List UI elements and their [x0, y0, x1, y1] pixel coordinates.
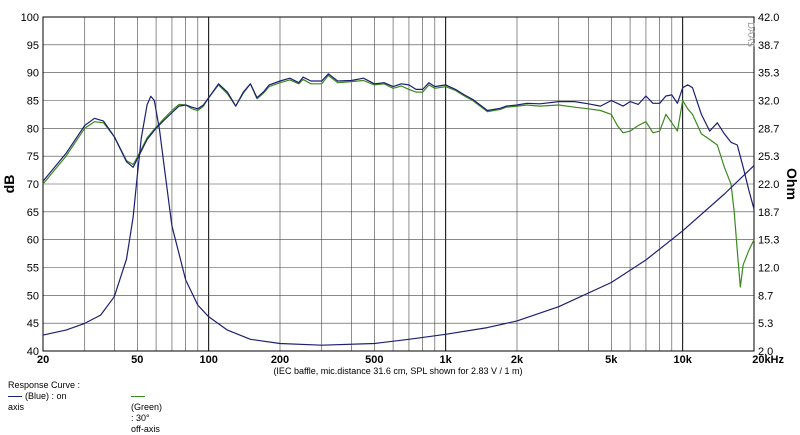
y2-axis-title: Ohm [784, 168, 800, 200]
x-tick-label: 5k [605, 354, 618, 366]
x-tick-label: 200 [271, 354, 289, 366]
series-line-off-axis [42, 74, 755, 288]
legend-item-off-axis: (Green) : 30° off-axis [131, 391, 162, 435]
x-tick-label: 1k [440, 354, 453, 366]
legend-label-on-axis: (Blue) : on axis [8, 391, 67, 412]
measurement-note: (IEC baffle, mic.distance 31.6 cm, SPL s… [273, 366, 522, 376]
y2-tick-label: 38.7 [758, 40, 779, 52]
y-tick-label: 95 [27, 40, 39, 52]
y-tick-label: 80 [27, 123, 39, 135]
y-tick-label: 55 [27, 263, 39, 275]
x-tick-label: 10k [673, 354, 692, 366]
y-tick-label: 50 [27, 290, 39, 302]
x-tick-label: 500 [365, 354, 383, 366]
y-tick-label: 90 [27, 68, 39, 80]
y2-tick-label: 35.3 [758, 68, 779, 80]
watermark-text: DAAS [745, 22, 755, 47]
y2-tick-label: 28.7 [758, 123, 779, 135]
y-tick-label: 45 [27, 318, 39, 330]
y2-tick-label: 8.7 [758, 290, 773, 302]
legend-swatch-green [131, 396, 145, 398]
x-tick-label: 20 [37, 354, 49, 366]
y-tick-label: 65 [27, 207, 39, 219]
y2-tick-label: 2.0 [758, 346, 773, 358]
y2-tick-label: 22.0 [758, 179, 779, 191]
legend-title: Response Curve : [8, 380, 81, 390]
legend-row: (Blue) : on axis (Green) : 30° off-axis [8, 391, 162, 434]
y2-tick-label: 12.0 [758, 263, 779, 275]
y-tick-label: 75 [27, 151, 39, 163]
y2-tick-label: 15.3 [758, 235, 779, 247]
tick-labels: 40 45 50 55 60 65 70 75 80 85 90 95 100 2.0 5.3 8.7 12.0… [21, 12, 785, 366]
series-line-on-axis [42, 73, 755, 210]
y-axis-title: dB [1, 175, 17, 194]
x-tick-label: 100 [199, 354, 217, 366]
x-tick-label: 20kHz [752, 354, 784, 366]
legend-label-off-axis: (Green) : 30° off-axis [131, 402, 163, 434]
legend: Response Curve : (Blue) : on axis (Green… [8, 380, 162, 434]
y-tick-label: 70 [27, 179, 39, 191]
y2-tick-label: 5.3 [758, 318, 773, 330]
y-tick-label: 60 [27, 235, 39, 247]
legend-swatch-blue [8, 396, 22, 398]
y-tick-label: 85 [27, 96, 39, 108]
grid-lines [43, 17, 754, 351]
x-tick-label: 50 [131, 354, 143, 366]
series-group [42, 73, 755, 346]
series-line-impedance [42, 95, 755, 346]
y-tick-label: 40 [27, 346, 39, 358]
x-tick-label: 2k [511, 354, 524, 366]
y2-tick-label: 42.0 [758, 12, 779, 24]
legend-item-on-axis: (Blue) : on axis [8, 391, 80, 413]
y2-tick-label: 18.7 [758, 207, 779, 219]
y-tick-label: 100 [21, 12, 39, 24]
frequency-response-chart: 40 45 50 55 60 65 70 75 80 85 90 95 100 2.0 5.3 8.7 12.0… [1, 12, 800, 376]
y2-tick-label: 25.3 [758, 151, 779, 163]
y2-tick-label: 32.0 [758, 96, 779, 108]
